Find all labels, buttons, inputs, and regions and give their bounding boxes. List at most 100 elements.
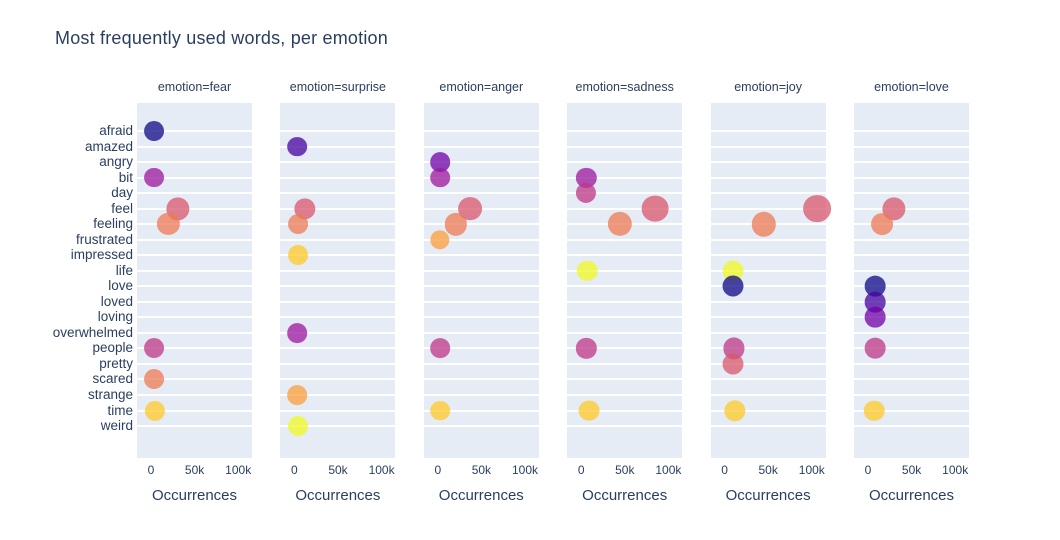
point-love-loved[interactable] [864, 291, 886, 313]
x-tick-label-100k: 100k [798, 463, 825, 477]
gridline [137, 254, 252, 257]
x-axis-title-fear: Occurrences [151, 487, 238, 504]
point-fear-time[interactable] [145, 400, 166, 421]
point-sadness-day[interactable] [575, 183, 596, 204]
point-surprise-weird[interactable] [287, 416, 308, 437]
gridline [567, 269, 683, 272]
y-tick-label-strange: strange [87, 387, 133, 402]
point-surprise-overwhelmed[interactable] [287, 323, 307, 343]
gridline [710, 192, 826, 195]
gridline [567, 285, 683, 288]
point-surprise-feeling[interactable] [287, 214, 308, 235]
gridline [423, 254, 539, 257]
point-fear-bit[interactable] [144, 167, 165, 188]
gridline [137, 269, 252, 272]
point-sadness-life[interactable] [577, 260, 598, 282]
point-love-loving[interactable] [864, 307, 886, 328]
point-joy-pretty[interactable] [722, 353, 744, 375]
point-love-love[interactable] [864, 275, 886, 297]
gridline [137, 331, 252, 334]
point-joy-feeling[interactable] [751, 211, 777, 237]
gridline [423, 394, 539, 396]
point-anger-bit[interactable] [430, 167, 451, 188]
facet-plot-fear[interactable] [137, 103, 252, 458]
facet-plot-joy[interactable] [710, 103, 831, 458]
gridline [137, 347, 252, 350]
gridline [710, 362, 826, 365]
point-joy-feel[interactable] [803, 194, 831, 223]
gridline [280, 254, 396, 257]
gridline [423, 347, 539, 350]
gridline [280, 409, 396, 412]
point-love-people[interactable] [864, 338, 886, 359]
gridline [710, 238, 826, 241]
point-fear-people[interactable] [144, 338, 165, 359]
gridline [423, 192, 539, 195]
point-surprise-strange[interactable] [287, 385, 307, 405]
gridline [567, 145, 683, 148]
point-anger-angry[interactable] [430, 152, 451, 172]
x-tick-label-0: 0 [147, 463, 155, 477]
facet-title-sadness: emotion=sadness [575, 80, 674, 94]
point-sadness-bit[interactable] [576, 167, 597, 188]
gridline [854, 331, 969, 334]
gridline [567, 378, 683, 381]
gridline [854, 409, 969, 412]
gridline [423, 285, 539, 288]
point-anger-feel[interactable] [458, 196, 482, 221]
point-surprise-amazed[interactable] [287, 136, 307, 157]
point-joy-time[interactable] [724, 399, 746, 422]
x-tick-label-50k: 50k [758, 463, 778, 477]
gridline [854, 425, 969, 428]
gridline [854, 145, 969, 148]
point-love-feeling[interactable] [871, 213, 893, 236]
gridline [854, 300, 969, 303]
gridline [280, 192, 396, 195]
point-anger-feeling[interactable] [444, 212, 468, 236]
x-axis-title-sadness: Occurrences [582, 487, 668, 504]
point-anger-time[interactable] [430, 400, 451, 421]
x-tick-label-100k: 100k [655, 463, 682, 477]
gridline [567, 238, 683, 241]
gridline [137, 409, 252, 412]
point-fear-afraid[interactable] [144, 121, 165, 141]
point-surprise-feel[interactable] [294, 197, 316, 220]
x-axis-title-anger: Occurrences [438, 487, 524, 504]
x-axis-title-joy: Occurrences [725, 487, 811, 504]
point-fear-scared[interactable] [144, 369, 165, 390]
gridline [854, 207, 969, 210]
point-joy-love[interactable] [722, 275, 744, 297]
gridline [280, 347, 396, 350]
gridline [137, 207, 252, 210]
gridline [137, 238, 252, 241]
gridline [854, 192, 969, 195]
x-tick-label-50k: 50k [901, 463, 922, 477]
point-sadness-people[interactable] [576, 338, 597, 359]
gridline [710, 316, 826, 319]
y-tick-label-love: love [108, 278, 133, 294]
gridline [710, 409, 826, 412]
point-surprise-impressed[interactable] [287, 245, 308, 266]
point-sadness-feel[interactable] [641, 195, 669, 223]
gridline [567, 176, 683, 179]
gridline [423, 331, 539, 334]
gridline [137, 316, 252, 319]
x-tick-label-100k: 100k [511, 463, 539, 477]
gridline [137, 394, 252, 396]
point-fear-feeling[interactable] [157, 213, 180, 236]
point-anger-frustrated[interactable] [429, 230, 450, 250]
point-anger-people[interactable] [430, 338, 451, 359]
facet-plot-love[interactable] [854, 103, 969, 458]
facet-plot-anger[interactable] [423, 103, 539, 458]
y-tick-label-day: day [111, 185, 133, 201]
point-sadness-time[interactable] [578, 400, 600, 421]
facet-plot-surprise[interactable] [280, 103, 396, 458]
gridline [423, 300, 539, 303]
point-sadness-feeling[interactable] [607, 212, 632, 237]
gridline [710, 269, 826, 272]
point-love-time[interactable] [863, 400, 885, 421]
facet-title-fear: emotion=fear [157, 80, 232, 94]
gridline [710, 394, 826, 396]
facet-plot-sadness[interactable] [567, 103, 683, 458]
gridline [567, 394, 683, 396]
